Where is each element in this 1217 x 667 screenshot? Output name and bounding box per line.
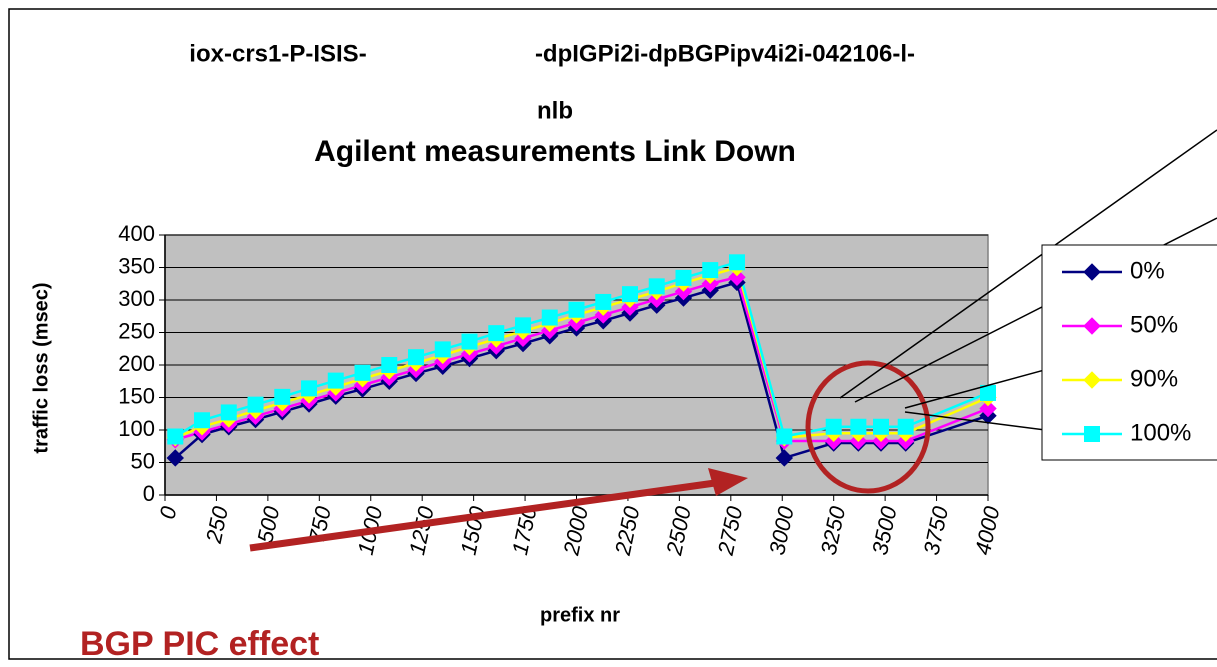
legend-label: 90% xyxy=(1130,365,1178,392)
y-tick-label: 150 xyxy=(118,383,155,408)
marker xyxy=(194,412,211,429)
marker xyxy=(776,428,793,445)
marker xyxy=(775,449,794,467)
y-tick-label: 100 xyxy=(118,416,155,441)
marker xyxy=(488,325,505,342)
y-tick-label: 400 xyxy=(118,221,155,246)
marker xyxy=(381,357,398,373)
y-tick-label: 50 xyxy=(131,448,155,473)
marker xyxy=(648,278,665,295)
y-tick-label: 200 xyxy=(118,351,155,376)
legend-label: 100% xyxy=(1130,419,1191,446)
marker xyxy=(354,364,371,381)
y-tick-label: 250 xyxy=(118,318,155,343)
y-tick-label: 300 xyxy=(118,286,155,311)
marker xyxy=(728,268,746,286)
legend-marker xyxy=(1084,426,1100,442)
marker xyxy=(897,418,914,435)
marker xyxy=(979,399,997,418)
marker xyxy=(301,380,318,397)
marker xyxy=(873,418,890,435)
marker xyxy=(461,333,478,350)
marker xyxy=(434,341,451,358)
marker xyxy=(515,317,532,334)
legend-marker xyxy=(1083,317,1101,335)
highlight-circle xyxy=(805,360,931,494)
marker xyxy=(327,372,344,389)
marker xyxy=(728,254,745,271)
marker xyxy=(247,396,264,413)
annotation: BGP PIC effect xyxy=(80,625,319,663)
x-axis-label: prefix nr xyxy=(540,604,620,626)
legend-marker xyxy=(1083,371,1101,389)
legend-marker xyxy=(1083,263,1101,281)
marker xyxy=(274,388,291,405)
chart-title: nlb xyxy=(537,97,573,124)
marker xyxy=(980,384,996,401)
marker xyxy=(220,404,237,421)
callout-line xyxy=(839,129,1217,399)
marker xyxy=(595,293,612,310)
chart-title: -dpIGPi2i-dpBGPipv4i2i-042106-l- xyxy=(535,40,915,67)
marker xyxy=(568,301,585,318)
series-line xyxy=(174,280,989,460)
y-axis-label: traffic loss (msec) xyxy=(30,282,52,453)
plot-area: 0501001502002503003504000250500750100012… xyxy=(118,221,1004,558)
marker xyxy=(166,449,184,467)
marker xyxy=(850,418,867,435)
arrow-shaft xyxy=(249,479,716,552)
marker xyxy=(167,428,184,445)
marker xyxy=(621,286,638,303)
marker xyxy=(675,269,692,286)
marker xyxy=(541,309,558,326)
y-tick-label: 350 xyxy=(118,253,155,278)
legend-label: 50% xyxy=(1130,311,1178,338)
marker xyxy=(408,349,425,366)
legend: 0% 50% 90% 100% xyxy=(1041,244,1217,461)
y-tick-label: 0 xyxy=(143,481,155,506)
arrow-head xyxy=(708,468,748,496)
legend-label: 0% xyxy=(1130,257,1165,284)
chart-title: iox-crs1-P-ISIS- xyxy=(189,40,366,67)
chart-subtitle: Agilent measurements Link Down xyxy=(314,135,796,168)
marker xyxy=(702,262,719,279)
marker xyxy=(825,418,842,435)
legend-box xyxy=(1041,244,1217,461)
